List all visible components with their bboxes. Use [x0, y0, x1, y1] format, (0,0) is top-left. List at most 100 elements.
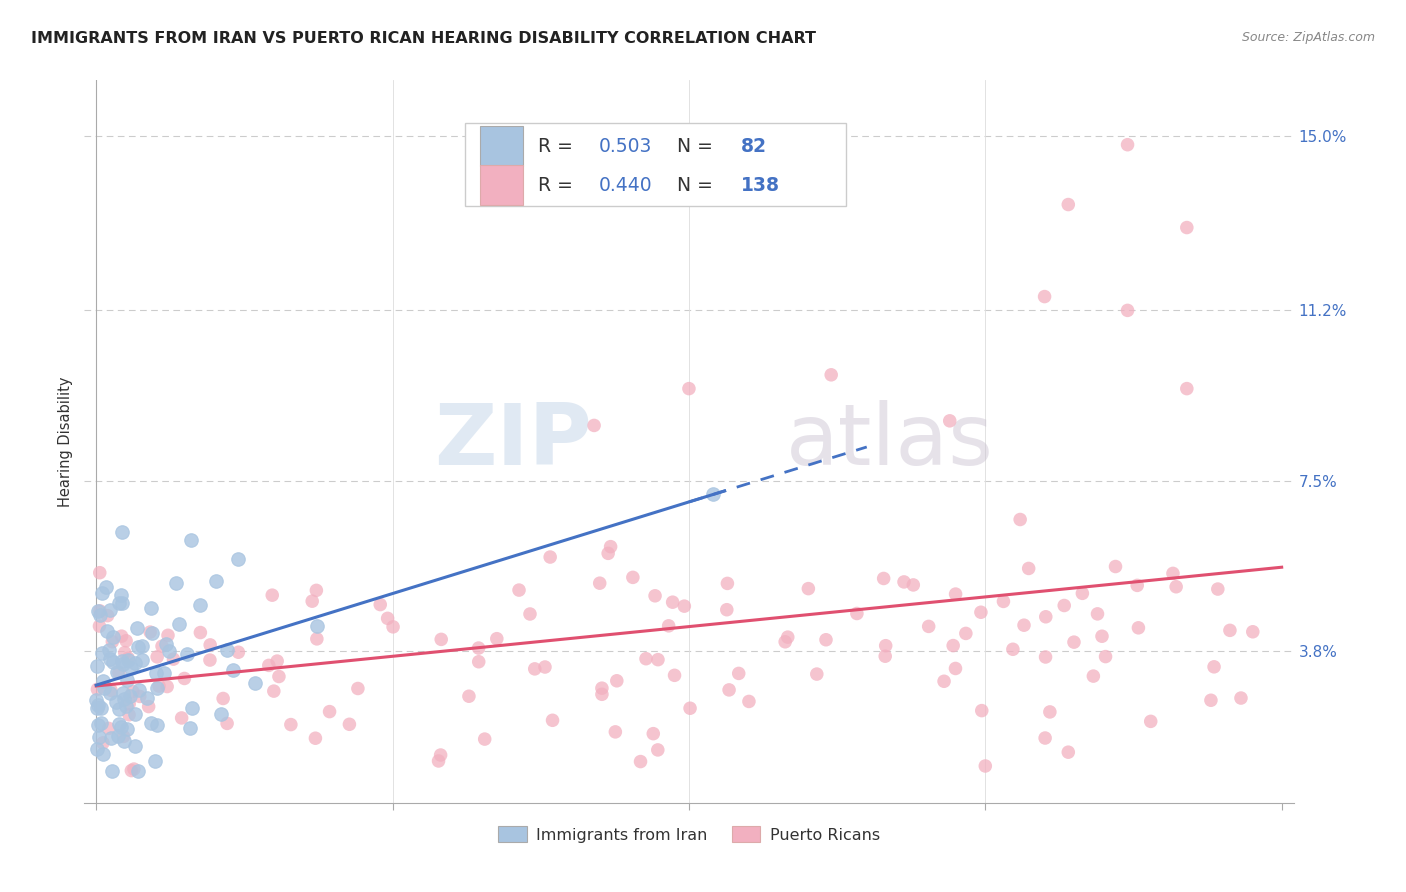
Point — [1071, 586, 1094, 600]
Point — [128, 683, 150, 698]
Point — [1035, 650, 1057, 665]
Point — [190, 598, 212, 612]
Point — [523, 662, 546, 676]
Point — [127, 764, 149, 778]
Point — [1126, 578, 1149, 592]
Point — [647, 743, 669, 757]
Point — [1035, 609, 1057, 624]
Text: ZIP: ZIP — [434, 400, 592, 483]
Point — [228, 552, 250, 566]
Point — [382, 620, 405, 634]
Point — [1116, 137, 1139, 152]
Text: 82: 82 — [741, 136, 766, 156]
Point — [111, 524, 134, 539]
Point — [467, 655, 489, 669]
Point — [100, 731, 122, 746]
Point — [598, 546, 620, 560]
Point — [209, 706, 232, 721]
Point — [664, 668, 686, 682]
Point — [89, 604, 111, 618]
Text: R =: R = — [538, 176, 579, 194]
Point — [117, 651, 139, 665]
Point — [993, 594, 1015, 608]
Point — [305, 583, 328, 598]
Point — [307, 619, 329, 633]
Point — [918, 619, 941, 633]
Point — [1139, 714, 1161, 729]
Text: atlas: atlas — [786, 400, 994, 483]
Point — [1083, 669, 1105, 683]
Point — [1033, 289, 1056, 303]
Point — [176, 647, 198, 661]
Point — [131, 653, 153, 667]
Point — [1087, 607, 1109, 621]
Point — [94, 580, 117, 594]
Point — [647, 653, 669, 667]
Point — [101, 631, 124, 645]
Point — [945, 587, 967, 601]
Point — [806, 667, 828, 681]
Point — [368, 598, 391, 612]
Point — [430, 632, 453, 647]
Point — [86, 682, 108, 697]
Text: 0.503: 0.503 — [599, 136, 651, 156]
Point — [89, 619, 111, 633]
Point — [93, 681, 115, 695]
Point — [89, 566, 111, 580]
Point — [644, 589, 666, 603]
Point — [970, 704, 993, 718]
Point — [205, 574, 228, 588]
Point — [91, 647, 114, 661]
Point — [97, 722, 120, 736]
Point — [845, 607, 868, 621]
Point — [474, 732, 496, 747]
Point — [87, 604, 110, 618]
Point — [599, 540, 621, 554]
Point — [820, 368, 842, 382]
Point — [485, 632, 508, 646]
Point — [139, 601, 162, 615]
Point — [280, 717, 302, 731]
Text: N =: N = — [665, 176, 718, 194]
Point — [727, 666, 749, 681]
Point — [107, 665, 129, 680]
Point — [301, 594, 323, 608]
Point — [1063, 635, 1085, 649]
Point — [139, 715, 162, 730]
Point — [1012, 618, 1035, 632]
Point — [115, 673, 138, 687]
Point — [630, 755, 652, 769]
Point — [170, 711, 193, 725]
Point — [591, 687, 613, 701]
Point — [621, 570, 644, 584]
Point — [107, 729, 129, 743]
Point — [141, 626, 163, 640]
Point — [111, 596, 134, 610]
Text: N =: N = — [665, 136, 718, 156]
Point — [945, 661, 967, 675]
Point — [167, 616, 190, 631]
Point — [1104, 559, 1126, 574]
Point — [591, 681, 613, 695]
Point — [108, 665, 131, 680]
Point — [128, 690, 150, 704]
Point — [112, 657, 135, 671]
Point — [173, 672, 195, 686]
Point — [162, 652, 184, 666]
Point — [339, 717, 361, 731]
Point — [942, 639, 965, 653]
Legend: Immigrants from Iran, Puerto Ricans: Immigrants from Iran, Puerto Ricans — [492, 820, 886, 849]
Point — [124, 739, 146, 754]
Point — [970, 605, 993, 619]
Point — [938, 414, 960, 428]
Point — [1039, 705, 1062, 719]
Point — [243, 676, 266, 690]
Text: Source: ZipAtlas.com: Source: ZipAtlas.com — [1241, 31, 1375, 45]
Point — [519, 607, 541, 621]
Point — [875, 639, 897, 653]
Point — [118, 707, 141, 722]
Point — [107, 596, 129, 610]
Point — [89, 607, 111, 622]
Point — [86, 659, 108, 673]
Point — [427, 754, 450, 768]
